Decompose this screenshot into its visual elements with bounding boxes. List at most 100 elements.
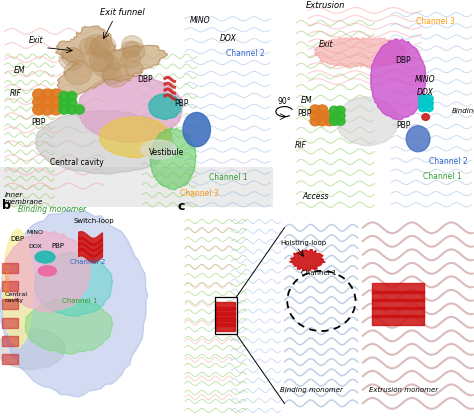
Circle shape (59, 98, 69, 107)
Circle shape (64, 60, 91, 85)
Polygon shape (0, 329, 65, 370)
Circle shape (80, 38, 100, 55)
Text: RIF: RIF (9, 89, 21, 98)
Polygon shape (150, 128, 196, 190)
Text: membrane: membrane (5, 199, 43, 205)
Circle shape (66, 105, 77, 114)
Text: Central: Central (5, 292, 28, 297)
Text: PBP: PBP (31, 118, 45, 127)
Circle shape (91, 36, 116, 58)
Ellipse shape (183, 112, 210, 147)
Circle shape (62, 48, 82, 66)
Bar (215, 297, 237, 334)
Circle shape (317, 117, 328, 126)
Text: Access: Access (302, 192, 329, 201)
Text: Exit: Exit (28, 36, 43, 45)
Circle shape (92, 53, 119, 77)
Text: Switch-loop: Switch-loop (73, 218, 114, 224)
Circle shape (329, 112, 339, 120)
Text: Binding monomer: Binding monomer (280, 387, 343, 393)
Circle shape (41, 89, 54, 100)
Polygon shape (78, 75, 183, 143)
Text: RIF: RIF (295, 141, 307, 150)
Circle shape (310, 117, 320, 126)
Polygon shape (36, 110, 173, 174)
Text: DBP: DBP (137, 74, 153, 84)
Circle shape (50, 89, 62, 100)
Circle shape (33, 104, 45, 115)
Text: MINO: MINO (190, 16, 210, 25)
Circle shape (50, 97, 62, 107)
Circle shape (90, 37, 111, 56)
Ellipse shape (35, 251, 55, 263)
Text: b: b (2, 199, 11, 212)
Circle shape (123, 42, 145, 61)
Circle shape (121, 41, 140, 57)
Ellipse shape (406, 126, 430, 152)
Text: PBP: PBP (298, 109, 312, 118)
Text: DBP: DBP (395, 56, 410, 65)
Text: Channel 3: Channel 3 (6, 264, 11, 292)
Circle shape (336, 106, 345, 115)
Text: DBP: DBP (10, 237, 25, 242)
Text: PBP: PBP (51, 243, 64, 249)
Circle shape (425, 104, 433, 112)
Polygon shape (337, 97, 399, 146)
Bar (0, 167, 273, 207)
Circle shape (317, 105, 328, 114)
Text: Extrusion monomer: Extrusion monomer (369, 387, 438, 393)
Circle shape (41, 104, 54, 115)
Text: Binding: Binding (452, 108, 474, 114)
Text: Channel 2: Channel 2 (429, 156, 467, 166)
Circle shape (425, 99, 433, 107)
Circle shape (102, 67, 122, 84)
Text: Central cavity: Central cavity (50, 158, 103, 167)
Circle shape (329, 106, 339, 115)
Text: MINO: MINO (27, 230, 44, 235)
Circle shape (66, 98, 77, 107)
Polygon shape (290, 250, 326, 270)
Circle shape (419, 95, 427, 102)
Text: Channel 1: Channel 1 (423, 171, 461, 181)
Ellipse shape (38, 266, 56, 276)
Polygon shape (0, 209, 148, 397)
Text: MINO: MINO (415, 74, 436, 84)
Text: Channel 1: Channel 1 (209, 173, 247, 182)
Circle shape (33, 97, 45, 107)
Circle shape (336, 112, 345, 120)
Text: Channel 1: Channel 1 (62, 298, 97, 304)
Circle shape (84, 46, 112, 71)
Circle shape (50, 104, 62, 115)
Circle shape (66, 92, 77, 101)
Text: EM: EM (14, 66, 26, 75)
Circle shape (74, 105, 84, 114)
Text: EM: EM (301, 96, 312, 105)
Text: Binding monomer: Binding monomer (18, 205, 86, 214)
Text: DOX: DOX (219, 34, 237, 43)
Circle shape (41, 97, 54, 107)
Text: Inner: Inner (5, 192, 23, 198)
Polygon shape (371, 39, 426, 120)
Text: Exit funnel: Exit funnel (100, 8, 144, 17)
Polygon shape (25, 298, 113, 354)
Polygon shape (55, 26, 168, 95)
Circle shape (126, 61, 143, 77)
Polygon shape (100, 117, 171, 158)
Circle shape (59, 92, 69, 101)
Circle shape (422, 114, 429, 120)
Circle shape (102, 64, 129, 87)
Circle shape (105, 50, 128, 70)
Circle shape (329, 117, 339, 125)
Polygon shape (314, 37, 407, 67)
Circle shape (33, 89, 45, 100)
Text: DOX: DOX (417, 88, 434, 97)
Circle shape (425, 95, 433, 102)
Circle shape (317, 111, 328, 120)
Circle shape (310, 111, 320, 120)
Text: c: c (178, 200, 185, 213)
Ellipse shape (141, 140, 176, 159)
Circle shape (59, 105, 69, 114)
Polygon shape (3, 229, 33, 348)
Text: a: a (2, 0, 11, 3)
Text: cavity: cavity (5, 298, 24, 303)
